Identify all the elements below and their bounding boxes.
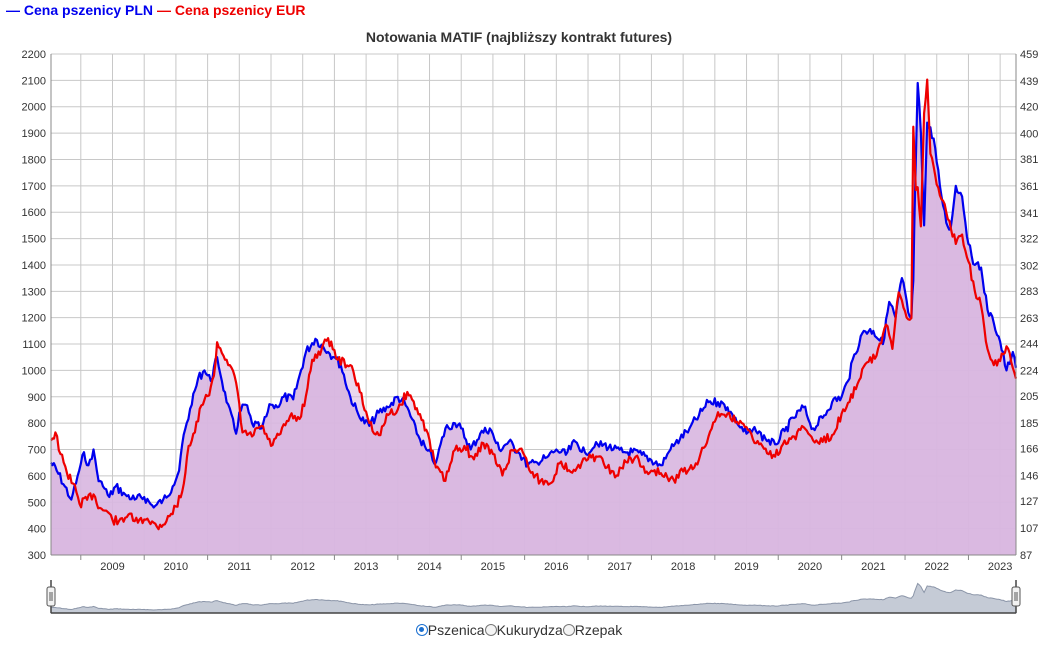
radio-label-rzepak: Rzepak: [574, 622, 623, 638]
tick-label-x: 2020: [798, 561, 822, 573]
price-chart: 300 400 500 600 700 800 900 1000 1100 1200 1300 140…: [22, 49, 1038, 614]
radio-label-kukurydza: Kukurydza: [496, 622, 563, 638]
tick-label-right: 127: [1020, 496, 1038, 508]
navigator-handle-left[interactable]: [46, 586, 56, 607]
navigator-series: [50, 582, 1017, 614]
tick-label-right: 459: [1020, 49, 1038, 61]
right-axis-ticks: 87 107 127 146 166 185 205 224 244 263 283 302 322 34…: [1020, 49, 1038, 562]
tick-label-left: 2200: [22, 49, 46, 61]
tick-label-left: 2100: [22, 75, 46, 87]
tick-label-left: 2000: [22, 102, 46, 114]
legend-item-eur[interactable]: — Cena pszenicy EUR: [156, 2, 306, 18]
legend-item-pln[interactable]: — Cena pszenicy PLN: [6, 2, 154, 18]
tick-label-right: 185: [1020, 418, 1038, 430]
tick-label-right: 361: [1020, 181, 1038, 193]
tick-label-x: 2016: [544, 561, 568, 573]
tick-label-right: 322: [1020, 234, 1038, 246]
tick-label-left: 1200: [22, 313, 46, 325]
tick-label-x: 2013: [354, 561, 378, 573]
range-navigator[interactable]: [46, 580, 1021, 614]
tick-label-left: 1500: [22, 234, 46, 246]
eur-area-fill: [51, 79, 1016, 555]
area-fill-layer: [51, 79, 1016, 555]
tick-label-left: 1000: [22, 365, 46, 377]
radio-icon[interactable]: [415, 624, 428, 636]
tick-label-x: 2023: [988, 561, 1012, 573]
tick-label-left: 1600: [22, 207, 46, 219]
tick-label-left: 1400: [22, 260, 46, 272]
tick-label-right: 420: [1020, 102, 1038, 114]
tick-label-right: 439: [1020, 76, 1038, 88]
series-lines: [50, 78, 1018, 531]
tick-label-left: 600: [28, 471, 46, 483]
tick-label-right: 283: [1020, 286, 1038, 298]
tick-label-right: 166: [1020, 444, 1038, 456]
radio-icon[interactable]: [484, 624, 497, 636]
tick-label-x: 2021: [861, 561, 885, 573]
tick-label-x: 2017: [607, 561, 631, 573]
tick-label-x: 2010: [164, 561, 188, 573]
chart-legend: — Cena pszenicy PLN — Cena pszenicy EUR: [6, 2, 306, 18]
tick-label-left: 1300: [22, 286, 46, 298]
left-axis-ticks: 300 400 500 600 700 800 900 1000 1100 1200 1300 140…: [22, 49, 46, 562]
tick-label-x: 2011: [227, 561, 251, 573]
chart-axes: [50, 54, 1017, 556]
navigator-handle-right[interactable]: [1011, 586, 1021, 607]
commodity-selector: Pszenica Kukurydza Rzepak: [0, 622, 1038, 639]
tick-label-x: 2015: [481, 561, 505, 573]
tick-label-right: 263: [1020, 313, 1038, 325]
tick-label-left: 1800: [22, 154, 46, 166]
tick-label-right: 107: [1020, 523, 1038, 535]
tick-label-right: 146: [1020, 471, 1038, 483]
tick-label-x: 2014: [417, 561, 441, 573]
tick-label-left: 1900: [22, 128, 46, 140]
tick-label-x: 2022: [925, 561, 949, 573]
tick-label-right: 381: [1020, 154, 1038, 166]
radio-option-pszenica[interactable]: Pszenica: [415, 622, 485, 638]
x-axis-ticks: 2009 2010 2011 2012 2013 2014 2015 2016 2017 2018…: [80, 555, 1012, 573]
tick-label-left: 700: [28, 445, 46, 457]
tick-label-left: 1100: [22, 339, 46, 351]
tick-label-right: 87: [1020, 550, 1032, 562]
tick-label-left: 900: [28, 392, 46, 404]
radio-option-kukurydza[interactable]: Kukurydza: [484, 622, 563, 638]
tick-label-x: 2018: [671, 561, 695, 573]
tick-label-right: 341: [1020, 208, 1038, 220]
series-line-eur: [50, 78, 1018, 531]
tick-label-left: 400: [28, 524, 46, 536]
tick-label-left: 500: [28, 497, 46, 509]
radio-option-rzepak[interactable]: Rzepak: [562, 622, 623, 638]
tick-label-right: 205: [1020, 391, 1038, 403]
tick-label-x: 2019: [734, 561, 758, 573]
tick-label-x: 2012: [290, 561, 314, 573]
radio-label-pszenica: Pszenica: [427, 622, 485, 638]
tick-label-left: 800: [28, 418, 46, 430]
tick-label-right: 244: [1020, 339, 1038, 351]
tick-label-left: 1700: [22, 181, 46, 193]
radio-icon[interactable]: [562, 624, 575, 636]
tick-label-x: 2009: [100, 561, 124, 573]
tick-label-right: 224: [1020, 365, 1038, 377]
tick-label-left: 300: [28, 550, 46, 562]
tick-label-right: 400: [1020, 128, 1038, 140]
tick-label-right: 302: [1020, 260, 1038, 272]
chart-title: Notowania MATIF (najbliższy kontrakt fut…: [365, 29, 673, 45]
